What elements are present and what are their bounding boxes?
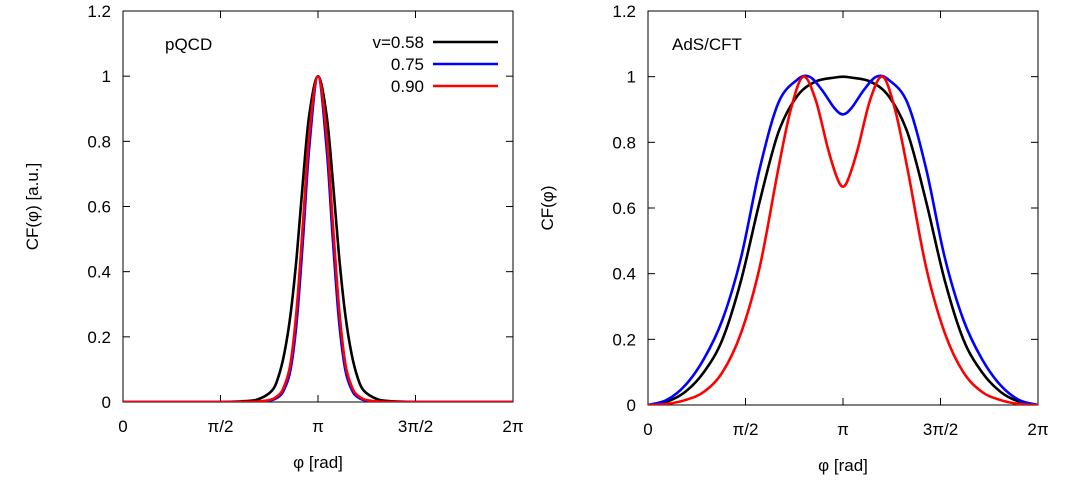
y-tick-label: 0 xyxy=(627,396,636,415)
x-tick-label: 0 xyxy=(643,420,652,439)
plot-frame xyxy=(122,10,514,403)
x-tick-label: 2π xyxy=(1027,420,1048,439)
y-tick-label: 0.8 xyxy=(612,133,636,152)
y-tick-label: 1 xyxy=(627,68,636,87)
x-tick-label: 2π xyxy=(502,417,523,436)
x-axis-label: φ [rad] xyxy=(293,453,343,472)
y-tick-label: 0.2 xyxy=(87,328,111,347)
x-tick-label: π/2 xyxy=(208,417,234,436)
series-line-2-2 xyxy=(648,74,1038,405)
y-tick-label: 0.2 xyxy=(612,330,636,349)
y-tick-label: 0.4 xyxy=(612,265,636,284)
x-tick-label: 3π/2 xyxy=(923,420,958,439)
series-line-1-3 xyxy=(123,74,513,402)
y-axis-label: CF(φ) xyxy=(538,185,557,230)
y-tick-label: 0.6 xyxy=(87,198,111,217)
series-line-1-2 xyxy=(123,74,513,402)
y-axis-label: CF(φ) [a.u.] xyxy=(23,163,42,251)
x-tick-label: π xyxy=(837,420,849,439)
legend-label: 0.90 xyxy=(391,77,424,96)
y-tick-label: 0.8 xyxy=(87,132,111,151)
y-tick-label: 0 xyxy=(102,393,111,412)
x-tick-label: π xyxy=(312,417,324,436)
y-tick-label: 1.2 xyxy=(87,2,111,21)
x-tick-label: π/2 xyxy=(733,420,759,439)
x-axis-label: φ [rad] xyxy=(818,456,868,475)
y-tick-label: 1 xyxy=(102,67,111,86)
chart-panel-1: 0 π/2 π 3π/2 2π 0 0.2 0.4 0.6 0.8 1 1.2 φ [rad] CF(φ)… xyxy=(23,2,524,472)
legend-label: v=0.58 xyxy=(372,33,424,52)
x-tick-label: 0 xyxy=(118,417,127,436)
panel-annotation: AdS/CFT xyxy=(672,35,742,54)
series-line-2-1 xyxy=(648,75,1038,405)
y-tick-label: 0.4 xyxy=(87,263,111,282)
x-tick-label: 3π/2 xyxy=(398,417,433,436)
y-tick-label: 1.2 xyxy=(612,2,636,21)
plot-frame xyxy=(647,10,1039,406)
panel-annotation: pQCD xyxy=(165,35,212,54)
series-line-2-3 xyxy=(648,75,1038,405)
y-tick-label: 0.6 xyxy=(612,199,636,218)
chart-panel-2: 0 π/2 π 3π/2 2π 0 0.2 0.4 0.6 0.8 1 1.2 φ [rad] CF(φ)… xyxy=(538,2,1049,475)
legend-label: 0.75 xyxy=(391,55,424,74)
series-line-1-1 xyxy=(123,74,513,402)
